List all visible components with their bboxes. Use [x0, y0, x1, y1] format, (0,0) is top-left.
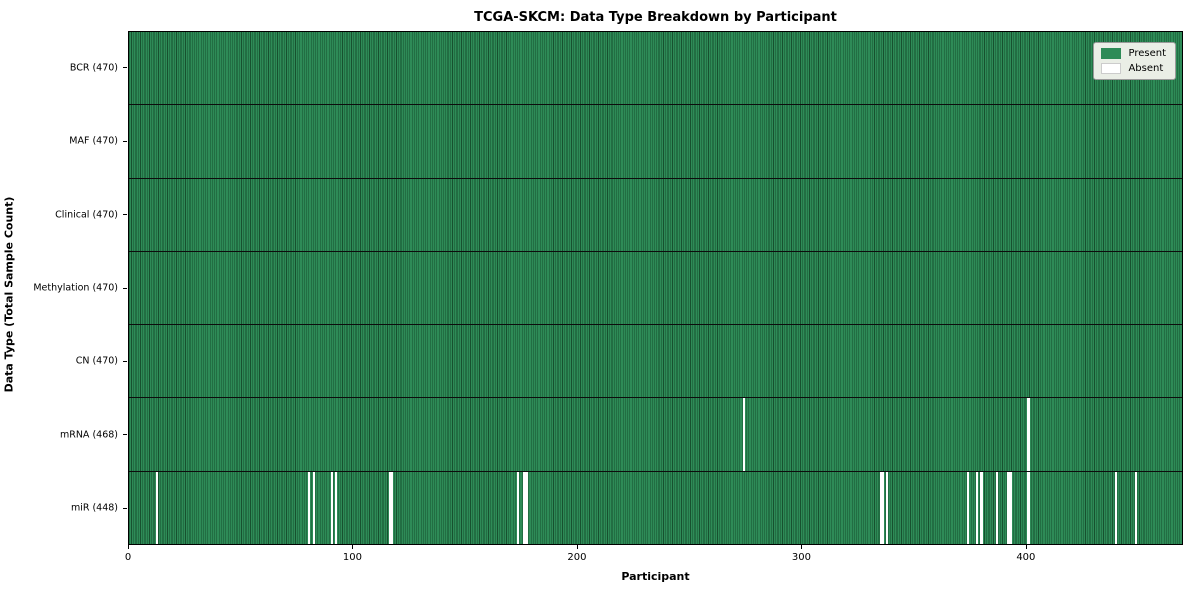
heatmap-row	[129, 178, 1182, 252]
heatmap-row	[129, 325, 1182, 399]
y-tick-label: Methylation (470)	[33, 282, 118, 294]
y-tick-mark	[123, 287, 127, 289]
y-axis-label: Data Type (Total Sample Count)	[3, 99, 16, 393]
heatmap-row	[129, 251, 1182, 326]
x-tick-label: 0	[124, 552, 132, 563]
heatmap-rows	[129, 32, 1182, 544]
absent-mark	[966, 471, 970, 544]
absent-mark	[523, 471, 526, 544]
x-tick-mark	[352, 545, 354, 549]
y-tick-label: mRNA (468)	[59, 429, 118, 441]
y-tick-label: BCR (470)	[69, 62, 118, 74]
absent-mark	[742, 398, 746, 471]
legend-label: Absent	[1128, 63, 1164, 74]
x-axis-label: Participant	[621, 570, 690, 583]
chart-title: TCGA-SKCM: Data Type Breakdown by Partic…	[474, 10, 837, 25]
y-tick-mark	[123, 507, 127, 509]
absent-mark	[335, 471, 338, 544]
absent-mark	[1027, 471, 1030, 544]
x-tick-mark	[801, 545, 803, 549]
absent-mark	[1114, 471, 1118, 544]
x-tick-mark	[1025, 545, 1027, 549]
absent-mark	[996, 471, 999, 544]
y-tick-mark	[123, 140, 127, 142]
y-tick-mark	[123, 214, 127, 216]
legend-swatch	[1101, 63, 1122, 74]
legend-label: Present	[1128, 48, 1166, 59]
absent-mark	[1009, 471, 1012, 544]
heatmap-row	[129, 398, 1182, 472]
y-tick-label: CN (470)	[75, 355, 118, 367]
legend: Present Absent	[1093, 42, 1176, 80]
absent-mark	[388, 471, 392, 544]
absent-mark	[516, 471, 519, 544]
y-tick-mark	[123, 360, 127, 362]
absent-mark	[391, 471, 394, 544]
y-tick-label: Clinical (470)	[55, 209, 118, 221]
y-tick-label: miR (448)	[70, 502, 118, 514]
heatmap-row	[129, 105, 1182, 179]
legend-item: Absent	[1101, 63, 1166, 74]
absent-mark	[330, 471, 333, 544]
absent-mark	[1027, 398, 1030, 471]
x-tick-label: 100	[342, 552, 362, 563]
absent-mark	[525, 471, 528, 544]
y-tick-mark	[123, 67, 127, 69]
x-tick-mark	[576, 545, 578, 549]
absent-mark	[881, 471, 885, 544]
absent-mark	[308, 471, 311, 544]
absent-mark	[1007, 471, 1010, 544]
legend-swatch	[1101, 48, 1122, 59]
x-tick-mark	[128, 545, 129, 549]
legend-item: Present	[1101, 48, 1166, 59]
absent-mark	[886, 471, 889, 544]
absent-mark	[975, 471, 979, 544]
y-tick-mark	[123, 434, 127, 436]
absent-mark	[980, 471, 983, 544]
x-tick-label: 200	[567, 552, 587, 563]
x-tick-label: 400	[1016, 552, 1036, 563]
heatmap-row	[129, 471, 1182, 544]
x-tick-label: 300	[791, 552, 811, 563]
absent-mark	[312, 471, 315, 544]
plot-area: Present Absent	[128, 31, 1183, 545]
heatmap-row	[129, 32, 1182, 106]
y-tick-label: MAF (470)	[69, 135, 118, 147]
absent-mark	[1134, 471, 1138, 544]
absent-mark	[879, 471, 882, 544]
absent-mark	[155, 471, 159, 544]
